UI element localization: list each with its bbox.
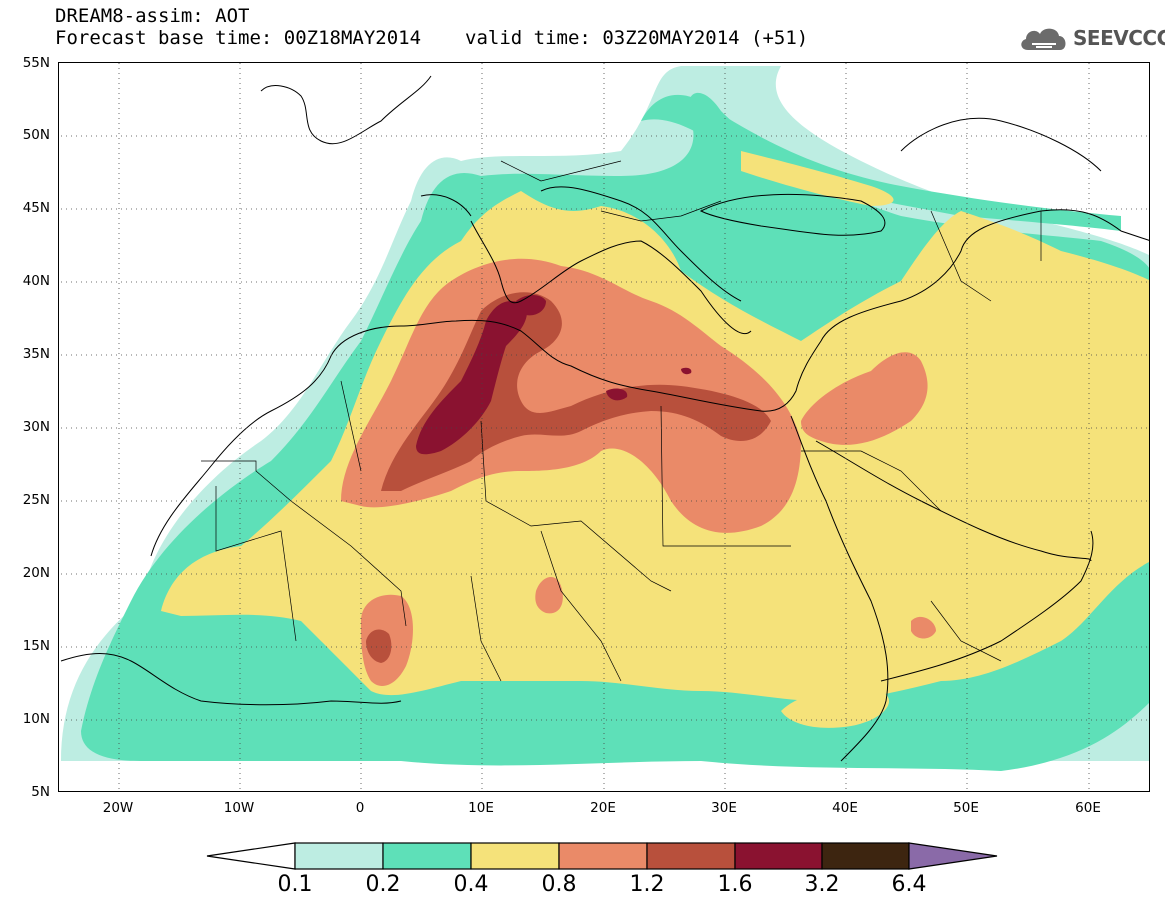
colorbar-label-0.2: 0.2 [365,872,401,897]
colorbar-bin-0.8-1.2 [558,842,648,870]
lon-label-50e: 50E [953,800,979,816]
base-time-text: Forecast base time: 00Z18MAY2014 [55,27,422,49]
lat-label-15n: 15N [22,638,50,654]
colorbar-over-arrow [908,842,998,870]
lon-label-10e: 10E [468,800,494,816]
lat-label-35n: 35N [22,346,50,362]
aot-colorbar [206,842,998,870]
colorbar-label-1.2: 1.2 [629,872,665,897]
aot-map [58,62,1150,792]
lon-label-40e: 40E [832,800,858,816]
logo-text: SEEVCCC [1073,26,1165,50]
colorbar-bin-0.4-0.8 [470,842,560,870]
colorbar-label-6.4: 6.4 [891,872,927,897]
colorbar-bin-1.6-3.2 [734,842,823,870]
seevccc-logo: SEEVCCC [1018,22,1165,54]
lat-label-55n: 55N [22,55,50,71]
lon-label-0: 0 [355,800,365,816]
map-canvas [60,63,1149,791]
colorbar-under-arrow [206,842,296,870]
colorbar-bin-1.2-1.6 [646,842,736,870]
lon-label-30e: 30E [711,800,737,816]
lat-label-25n: 25N [22,492,50,508]
colorbar-bin-0.2-0.4 [382,842,472,870]
lat-label-40n: 40N [22,273,50,289]
colorbar-label-0.8: 0.8 [541,872,577,897]
lat-label-50n: 50N [22,127,50,143]
colorbar-label-1.6: 1.6 [717,872,753,897]
lat-label-10n: 10N [22,711,50,727]
time-info: Forecast base time: 00Z18MAY2014 valid ti… [55,28,808,48]
colorbar-label-0.1: 0.1 [277,872,313,897]
borders [201,160,1042,682]
lon-label-10w: 10W [223,800,255,816]
gridlines [61,63,1149,791]
colorbar-bin-0.1-0.2 [294,842,384,870]
aot-band-1.2-1.6 [366,292,771,663]
lon-label-20w: 20W [102,800,134,816]
lon-label-60e: 60E [1075,800,1101,816]
lat-label-20n: 20N [22,565,50,581]
lon-label-20e: 20E [590,800,616,816]
colorbar-label-3.2: 3.2 [804,872,840,897]
cloud-icon [1021,28,1066,50]
lat-label-45n: 45N [22,200,50,216]
chart-title: DREAM8-assim: AOT [55,5,250,27]
colorbar-label-0.4: 0.4 [453,872,489,897]
colorbar-bin-3.2-6.4 [821,842,910,870]
lat-label-5n: 5N [31,784,50,800]
valid-time-text: valid time: 03Z20MAY2014 (+51) [465,27,809,49]
lat-label-30n: 30N [22,419,50,435]
